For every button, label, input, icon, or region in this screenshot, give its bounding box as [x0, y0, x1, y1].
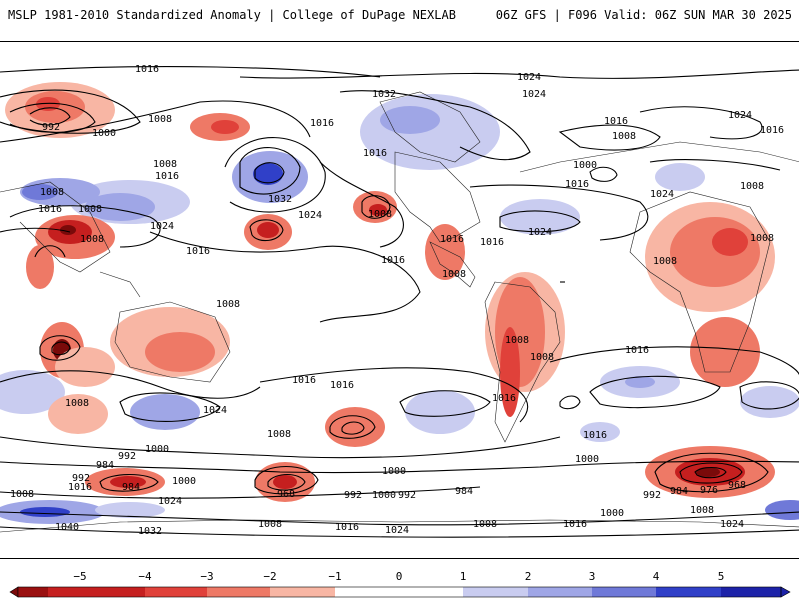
color-scale-tick: 5	[717, 570, 725, 583]
contour-label: 1016	[135, 64, 159, 75]
contour-label: 1016	[760, 125, 784, 136]
mslp-anomaly-map: 1016 1024 1024 1032 992 1000 1008 1016 1…	[0, 41, 799, 559]
contour-label: 1008	[368, 209, 392, 220]
contour-label: 1024	[728, 110, 752, 121]
contour-label: 1008	[78, 204, 102, 215]
contour-label: 1024	[720, 519, 744, 530]
contour-label: 1000	[382, 466, 406, 477]
contour-label: 1000	[172, 476, 196, 487]
contour-label: 992	[643, 490, 661, 501]
contour-label: 1008	[530, 352, 554, 363]
contour-label: 1024	[298, 210, 322, 221]
color-scale-tick: 4	[652, 570, 660, 583]
contour-label: 1008	[653, 256, 677, 267]
color-scale-tick: 2	[524, 570, 532, 583]
contour-label: 992	[72, 473, 90, 484]
contour-label: 1008	[740, 181, 764, 192]
contour-label: 1008	[80, 234, 104, 245]
contour-label: 1000	[573, 160, 597, 171]
contour-label: 1008	[750, 233, 774, 244]
contour-label: 1016	[625, 345, 649, 356]
contour-labels: 1016 1024 1024 1032 992 1000 1008 1016 1…	[10, 64, 784, 537]
contour-label: 1016	[440, 234, 464, 245]
contour-label: 1024	[528, 227, 552, 238]
contour-label: 1024	[522, 89, 546, 100]
contour-label: 1000	[600, 508, 624, 519]
contour-label: 1008	[148, 114, 172, 125]
color-scale-tick: −5	[73, 570, 87, 583]
contour-label: 1008	[40, 187, 64, 198]
contour-label: 1016	[68, 482, 92, 493]
contour-label: 1016	[492, 393, 516, 404]
header: MSLP 1981-2010 Standardized Anomaly | Co…	[0, 0, 800, 38]
color-scale-tick: −1	[328, 570, 342, 583]
contour-label: 1032	[138, 526, 162, 537]
contour-label: 1024	[385, 525, 409, 536]
contour-label: 1016	[604, 116, 628, 127]
contour-label: 1024	[203, 405, 227, 416]
contour-label: 968	[728, 480, 746, 491]
contour-label: 1032	[268, 194, 292, 205]
contour-label: 1032	[372, 89, 396, 100]
contour-label: 992	[398, 490, 416, 501]
contour-label: 992	[42, 122, 60, 133]
contour-label: 1040	[55, 522, 79, 533]
contour-label: 1016	[155, 171, 179, 182]
contour-label: 1016	[310, 118, 334, 129]
contour-label: 1008	[258, 519, 282, 530]
isobar-contours	[0, 66, 799, 538]
contour-label: 1008	[153, 159, 177, 170]
contour-label: 1008	[216, 299, 240, 310]
color-scale-tick: −2	[263, 570, 277, 583]
contour-label: 1016	[330, 380, 354, 391]
contour-label: 1008	[473, 519, 497, 530]
model-run-info: 06Z GFS | F096 Valid: 06Z SUN MAR 30 202…	[495, 8, 792, 22]
contour-label: 1016	[583, 430, 607, 441]
contour-label: 1008	[505, 335, 529, 346]
color-scale-tick: 0	[395, 570, 403, 583]
contour-label: 984	[670, 486, 688, 497]
color-scale-tick: −3	[200, 570, 214, 583]
contour-label: 1008	[612, 131, 636, 142]
contour-label: 1016	[335, 522, 359, 533]
contour-label: 984	[96, 460, 114, 471]
contour-label: 1016	[38, 204, 62, 215]
color-scale-tick: −4	[138, 570, 152, 583]
contour-label: 1008	[442, 269, 466, 280]
contour-label: 1008	[10, 489, 34, 500]
contour-label: 1024	[650, 189, 674, 200]
contour-label: 1008	[690, 505, 714, 516]
contour-label: 984	[455, 486, 473, 497]
contour-label: 1024	[158, 496, 182, 507]
contour-label: 1000	[145, 444, 169, 455]
contour-label: 1008	[267, 429, 291, 440]
map-title: MSLP 1981-2010 Standardized Anomaly | Co…	[8, 8, 456, 22]
contour-label: 1016	[186, 246, 210, 257]
contour-label: 1016	[480, 237, 504, 248]
contour-label: 968	[277, 489, 295, 500]
contour-label: 1008	[65, 398, 89, 409]
contour-label: 1000	[372, 490, 396, 501]
contour-label: 1016	[563, 519, 587, 530]
contour-label: 1000	[575, 454, 599, 465]
color-scale-tick: 1	[459, 570, 467, 583]
contour-label: 992	[118, 451, 136, 462]
contour-label: 1016	[565, 179, 589, 190]
contour-label: 1016	[381, 255, 405, 266]
map-canvas: 1016 1024 1024 1032 992 1000 1008 1016 1…	[0, 64, 799, 538]
color-scale-ticks: −5 −4 −3 −2 −1 0 1 2 3 4 5	[0, 570, 800, 584]
contour-label: 1016	[363, 148, 387, 159]
contour-label: 1024	[150, 221, 174, 232]
contour-label: 984	[122, 482, 140, 493]
color-scale-tick: 3	[588, 570, 596, 583]
color-scale-bar	[9, 586, 791, 598]
color-scale-legend: −5 −4 −3 −2 −1 0 1 2 3 4 5	[0, 570, 800, 600]
contour-label: 976	[700, 485, 718, 496]
contour-label: 992	[344, 490, 362, 501]
contour-label: 1016	[292, 375, 316, 386]
contour-label: 1000	[92, 128, 116, 139]
coastlines	[0, 91, 799, 533]
contour-label: 1024	[517, 72, 541, 83]
